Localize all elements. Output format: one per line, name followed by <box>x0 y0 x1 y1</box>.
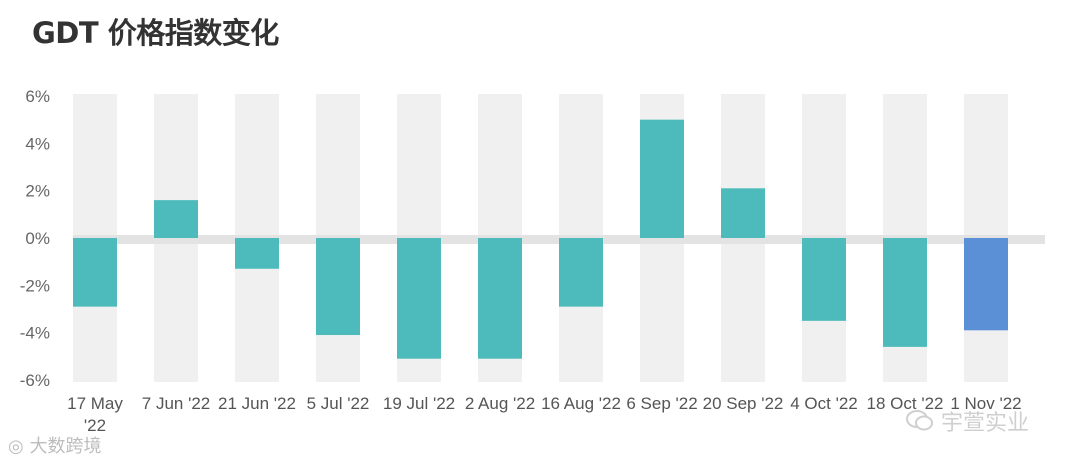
bar <box>640 119 684 238</box>
chart-title: GDT 价格指数变化 <box>32 16 279 50</box>
bar <box>316 238 360 336</box>
y-tick-label: 2% <box>25 182 50 201</box>
bar <box>802 238 846 321</box>
y-tick-label: -6% <box>20 371 50 390</box>
x-axis-ticks: 17 May '22 7 Jun '22 21 Jun '22 5 Jul '22 19 … <box>67 394 1022 435</box>
watermark-right-text: 宇萱实业 <box>941 411 1030 436</box>
x-tick-label: 6 Sep '22 <box>626 394 697 413</box>
bar <box>154 200 198 238</box>
y-tick-label: 0% <box>25 229 50 248</box>
watermark-right: 宇萱实业 <box>905 405 1029 437</box>
x-tick-label: 4 Oct '22 <box>790 394 858 413</box>
y-tick-label: 6% <box>25 87 50 106</box>
wechat-icon <box>906 410 933 431</box>
x-tick-label: 2 Aug '22 <box>465 394 535 413</box>
x-tick-label: 7 Jun '22 <box>142 394 210 413</box>
bar <box>478 238 522 359</box>
bar <box>397 238 441 359</box>
x-tick-label: 5 Jul '22 <box>307 394 370 413</box>
x-tick-label: 18 Oct '22 <box>867 394 944 413</box>
x-tick-label: 20 Sep '22 <box>703 394 784 413</box>
y-tick-label: 4% <box>25 134 50 153</box>
bar <box>883 238 927 347</box>
bar <box>721 188 765 238</box>
bars <box>73 119 1008 359</box>
watermark-left: ◎ 大数跨境 <box>8 432 101 458</box>
x-tick-label: 19 Jul '22 <box>383 394 455 413</box>
watermark-left-text: 大数跨境 <box>29 436 102 457</box>
y-tick-label: -2% <box>20 276 50 295</box>
bar <box>73 238 117 307</box>
x-tick-label: 21 Jun '22 <box>218 394 296 413</box>
bar <box>235 238 279 269</box>
x-tick-label: 1 Nov '22 <box>950 394 1021 413</box>
y-tick-label: -4% <box>20 324 50 343</box>
x-tick-label: 17 May '22 <box>67 394 123 435</box>
bar <box>559 238 603 307</box>
weibo-icon: ◎ <box>8 436 24 457</box>
x-tick-label: 16 Aug '22 <box>541 394 621 413</box>
bar <box>964 238 1008 331</box>
y-axis-ticks: 6% 4% 2% 0% -2% -4% -6% <box>20 87 50 390</box>
